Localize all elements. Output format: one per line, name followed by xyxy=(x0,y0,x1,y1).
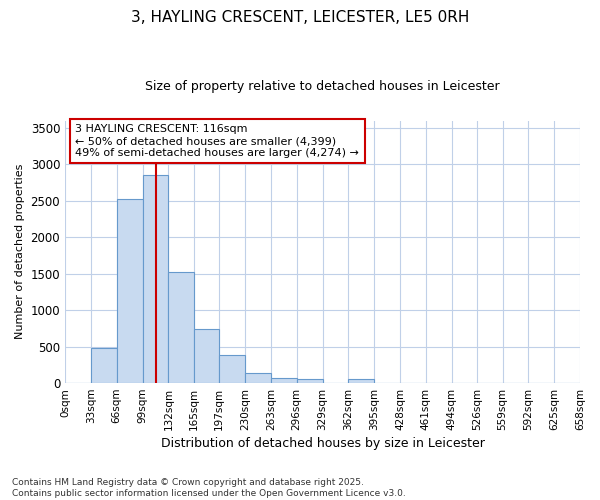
Text: 3, HAYLING CRESCENT, LEICESTER, LE5 0RH: 3, HAYLING CRESCENT, LEICESTER, LE5 0RH xyxy=(131,10,469,25)
Text: Contains HM Land Registry data © Crown copyright and database right 2025.
Contai: Contains HM Land Registry data © Crown c… xyxy=(12,478,406,498)
Bar xyxy=(296,379,323,383)
Bar xyxy=(169,272,194,383)
Bar xyxy=(91,348,116,383)
Bar xyxy=(116,200,143,383)
Bar xyxy=(349,379,374,383)
Y-axis label: Number of detached properties: Number of detached properties xyxy=(15,164,25,340)
Bar xyxy=(219,356,245,383)
Title: Size of property relative to detached houses in Leicester: Size of property relative to detached ho… xyxy=(145,80,500,93)
X-axis label: Distribution of detached houses by size in Leicester: Distribution of detached houses by size … xyxy=(161,437,484,450)
Bar xyxy=(245,373,271,383)
Bar xyxy=(143,175,169,383)
Bar xyxy=(194,329,219,383)
Text: 3 HAYLING CRESCENT: 116sqm
← 50% of detached houses are smaller (4,399)
49% of s: 3 HAYLING CRESCENT: 116sqm ← 50% of deta… xyxy=(76,124,359,158)
Bar xyxy=(271,378,296,383)
